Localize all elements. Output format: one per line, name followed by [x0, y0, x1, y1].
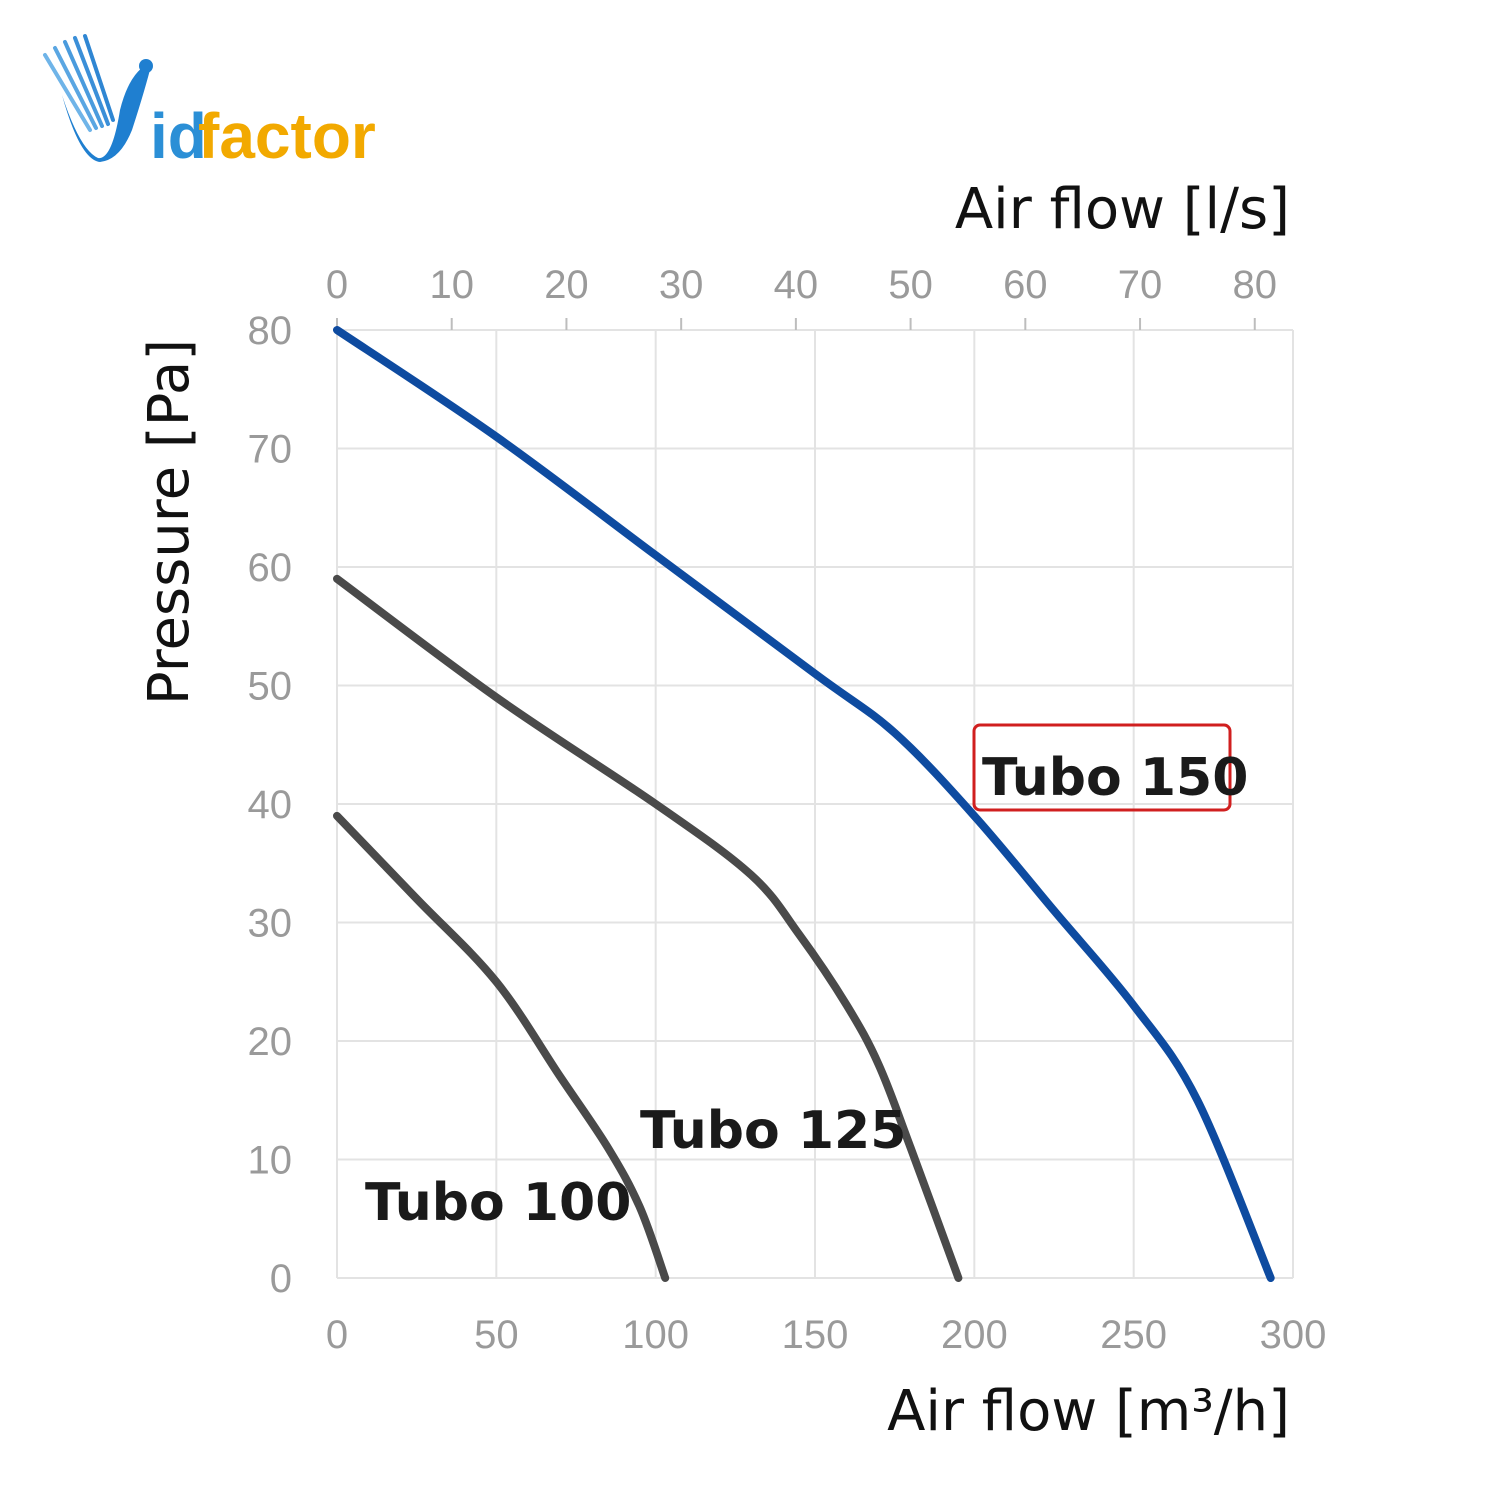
- logo-bird-head-icon: [139, 59, 153, 73]
- bottom-axis-title: Air flow [m³/h]: [887, 1379, 1290, 1444]
- series-label-tubo-125: Tubo 125: [640, 1101, 906, 1161]
- top-axis: 0 10 20 30 40 50 60 70 80: [326, 263, 1277, 330]
- left-tick-label: 70: [248, 428, 293, 472]
- top-tick-label: 0: [326, 263, 348, 307]
- bottom-tick-label: 150: [782, 1313, 849, 1357]
- left-tick-label: 50: [248, 665, 293, 709]
- top-tick-label: 50: [888, 263, 933, 307]
- logo-v-icon: [62, 62, 152, 162]
- top-tick-label: 60: [1003, 263, 1048, 307]
- top-tick-label: 40: [774, 263, 819, 307]
- series-line-tubo-150: [333, 326, 1275, 1282]
- top-tick-label: 30: [659, 263, 704, 307]
- series-label-tubo-150: Tubo 150: [982, 748, 1248, 808]
- series-label-highlight-box: [972, 723, 1232, 812]
- left-axis-title: Pressure [Pa]: [137, 339, 202, 705]
- brand-logo: id factor: [43, 34, 376, 172]
- left-tick-label: 80: [248, 309, 293, 353]
- bottom-tick-label: 50: [474, 1313, 519, 1357]
- left-axis: 0 10 20 30 40 50 60 70 80: [248, 309, 293, 1301]
- top-tick-label: 10: [429, 263, 474, 307]
- left-tick-label: 0: [270, 1257, 292, 1301]
- series-line-tubo-125: [333, 574, 963, 1282]
- top-axis-title: Air flow [l/s]: [955, 177, 1290, 242]
- series-lines: [333, 326, 1275, 1282]
- series-label-tubo-100: Tubo 100: [365, 1173, 631, 1233]
- bottom-axis: 0 50 100 150 200 250 300: [326, 1313, 1327, 1357]
- bottom-tick-label: 100: [622, 1313, 689, 1357]
- left-tick-label: 30: [248, 902, 293, 946]
- bottom-tick-label: 0: [326, 1313, 348, 1357]
- top-tick-label: 70: [1118, 263, 1163, 307]
- top-tick-label: 80: [1233, 263, 1278, 307]
- left-tick-label: 60: [248, 546, 293, 590]
- left-tick-label: 20: [248, 1020, 293, 1064]
- series-line-tubo-100: [333, 811, 670, 1282]
- bottom-tick-label: 300: [1260, 1313, 1327, 1357]
- logo-text-prefix: id: [150, 100, 207, 172]
- bottom-tick-label: 250: [1100, 1313, 1167, 1357]
- left-tick-label: 10: [248, 1139, 293, 1183]
- logo-text-suffix: factor: [198, 100, 376, 172]
- bottom-tick-label: 200: [941, 1313, 1008, 1357]
- left-tick-label: 40: [248, 783, 293, 827]
- top-tick-label: 20: [544, 263, 589, 307]
- bird-feathers-icon: [43, 34, 115, 132]
